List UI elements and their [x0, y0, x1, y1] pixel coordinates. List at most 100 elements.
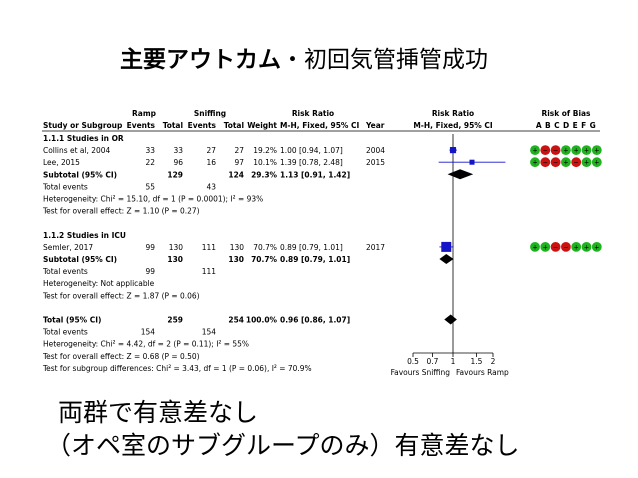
bias-low-icon: [581, 157, 592, 168]
cell-e1: 22: [146, 157, 156, 167]
col-events2: Events: [188, 120, 217, 130]
cell-w: 100.0%: [246, 315, 278, 325]
row-label: Collins et al, 2004: [43, 145, 111, 155]
cell-e2: 111: [202, 242, 216, 252]
bias-high-icon: [561, 242, 571, 252]
conclusion-line1: 両群で有意差なし: [58, 398, 259, 427]
study-marker: [441, 241, 452, 252]
col-bias-letters: A B C D E F G: [536, 120, 596, 130]
bias-low-icon: [530, 145, 540, 156]
cell-e1: 55: [146, 181, 156, 191]
bias-symbol: +: [574, 147, 579, 155]
bias-symbol: +: [594, 243, 599, 251]
table-row: Test for overall effect: Z = 1.87 (P = 0…: [42, 290, 200, 300]
x-tick-label: 2: [491, 356, 496, 366]
bias-low-icon: [540, 242, 551, 252]
row-label: Test for subgroup differences: Chi² = 3.…: [42, 363, 312, 373]
cell-t1: 33: [174, 145, 184, 155]
bias-low-icon: [561, 157, 571, 168]
table-row: Subtotal (95% CI) 130 130 70.7% 0.89 [0.79, …: [43, 254, 350, 264]
col-total2: Total: [224, 120, 244, 130]
row-label: Lee, 2015: [43, 157, 80, 167]
table-row: Test for subgroup differences: Chi² = 3.…: [42, 363, 312, 373]
cell-e2: 16: [207, 157, 217, 167]
bias-symbol: +: [584, 243, 589, 251]
cell-t2: 27: [235, 145, 245, 155]
header-risk-of-bias: Risk of Bias: [541, 108, 591, 118]
cell-ci: 0.96 [0.86, 1.07]: [280, 315, 350, 325]
title-separator: ・: [281, 47, 304, 73]
x-tick-label: 1: [451, 356, 456, 366]
row-label: Total events: [42, 327, 88, 337]
study-marker: [469, 159, 475, 165]
bias-high-icon: [540, 145, 551, 156]
plot-marks: 0.5 0.7 1 1.5 2 Favours Sniffing Favours Ramp +…: [391, 134, 602, 377]
bias-symbol: −: [553, 159, 558, 167]
cell-ci: 1.39 [0.78, 2.48]: [280, 157, 343, 167]
cell-t2: 130: [230, 242, 244, 252]
cell-t2: 97: [235, 157, 245, 167]
cell-t2: 130: [228, 254, 244, 264]
table-row: Total events 154 154: [42, 327, 216, 337]
bias-high-icon: [550, 145, 561, 156]
table-row: Semler, 2017 99 130 111 130 70.7% 0.89 [0.79, …: [43, 242, 385, 252]
cell-t1: 129: [167, 169, 183, 179]
row-label: Heterogeneity: Chi² = 4.42, df = 2 (P = …: [43, 339, 249, 349]
bias-symbol: +: [563, 159, 568, 167]
bias-low-icon: [591, 145, 602, 156]
cell-t1: 259: [167, 315, 183, 325]
cell-ci: 0.89 [0.79, 1.01]: [280, 242, 343, 252]
cell-w: 29.3%: [251, 169, 277, 179]
favours-right-label: Favours Ramp: [456, 367, 509, 377]
table-row: Test for overall effect: Z = 1.10 (P = 0…: [42, 206, 200, 216]
table-row: Heterogeneity: Not applicable: [43, 278, 155, 288]
table-row: Subtotal (95% CI) 129 124 29.3% 1.13 [0.91, …: [43, 169, 350, 179]
x-tick-label: 0.5: [407, 356, 419, 366]
table-row: Collins et al, 2004 33 33 27 27 19.2% 1.00 [0.…: [43, 145, 385, 155]
table-row: Total (95% CI) 259 254 100.0% 0.96 [0.86, 1.…: [43, 315, 350, 325]
cell-t2: 124: [228, 169, 244, 179]
bias-low-icon: [591, 242, 602, 252]
row-label: Total events: [42, 266, 88, 276]
bias-high-icon: [550, 242, 561, 252]
header-group1: Ramp: [132, 108, 157, 118]
bias-low-icon: [530, 157, 540, 168]
favours-left-label: Favours Sniffing: [391, 367, 451, 377]
bias-symbol: −: [543, 159, 548, 167]
bias-symbol: +: [532, 159, 537, 167]
bias-low-icon: [571, 242, 582, 252]
row-label: 1.1.2 Studies in ICU: [43, 230, 126, 240]
table-row: 1.1.2 Studies in ICU: [43, 230, 126, 240]
bias-high-icon: [550, 157, 561, 168]
x-tick-label: 0.7: [426, 356, 438, 366]
header-group2: Sniffing: [194, 108, 226, 118]
col-study: Study or Subgroup: [43, 120, 123, 130]
col-events1: Events: [127, 120, 156, 130]
bias-symbol: −: [553, 147, 558, 155]
row-label: Subtotal (95% CI): [43, 169, 117, 179]
cell-yr: 2004: [366, 145, 385, 155]
bias-low-icon: [561, 145, 571, 156]
cell-t2: 254: [228, 315, 244, 325]
cell-ci: 0.89 [0.79, 1.01]: [280, 254, 350, 264]
pooled-diamond: [439, 254, 454, 264]
row-label: 1.1.1 Studies in OR: [43, 133, 124, 143]
cell-e1: 154: [141, 327, 155, 337]
bias-high-icon: [540, 157, 551, 168]
col-year: Year: [365, 120, 385, 130]
bias-symbol: +: [543, 243, 548, 251]
conclusion-line2: （オペ室のサブグループのみ）有意差なし: [46, 431, 520, 460]
bias-symbol: +: [584, 147, 589, 155]
bias-symbol: +: [594, 159, 599, 167]
pooled-diamond: [447, 169, 474, 180]
bias-symbol: +: [574, 243, 579, 251]
col-total1: Total: [163, 120, 183, 130]
title-bold: 主要アウトカム: [120, 47, 281, 73]
col-method-plot: M-H, Fixed, 95% CI: [413, 120, 492, 130]
bias-symbol: +: [584, 159, 589, 167]
header-risk-ratio: Risk Ratio: [292, 108, 334, 118]
title-rest: 初回気管挿管成功: [304, 47, 488, 73]
row-label: Semler, 2017: [43, 242, 93, 252]
study-marker: [449, 147, 457, 154]
